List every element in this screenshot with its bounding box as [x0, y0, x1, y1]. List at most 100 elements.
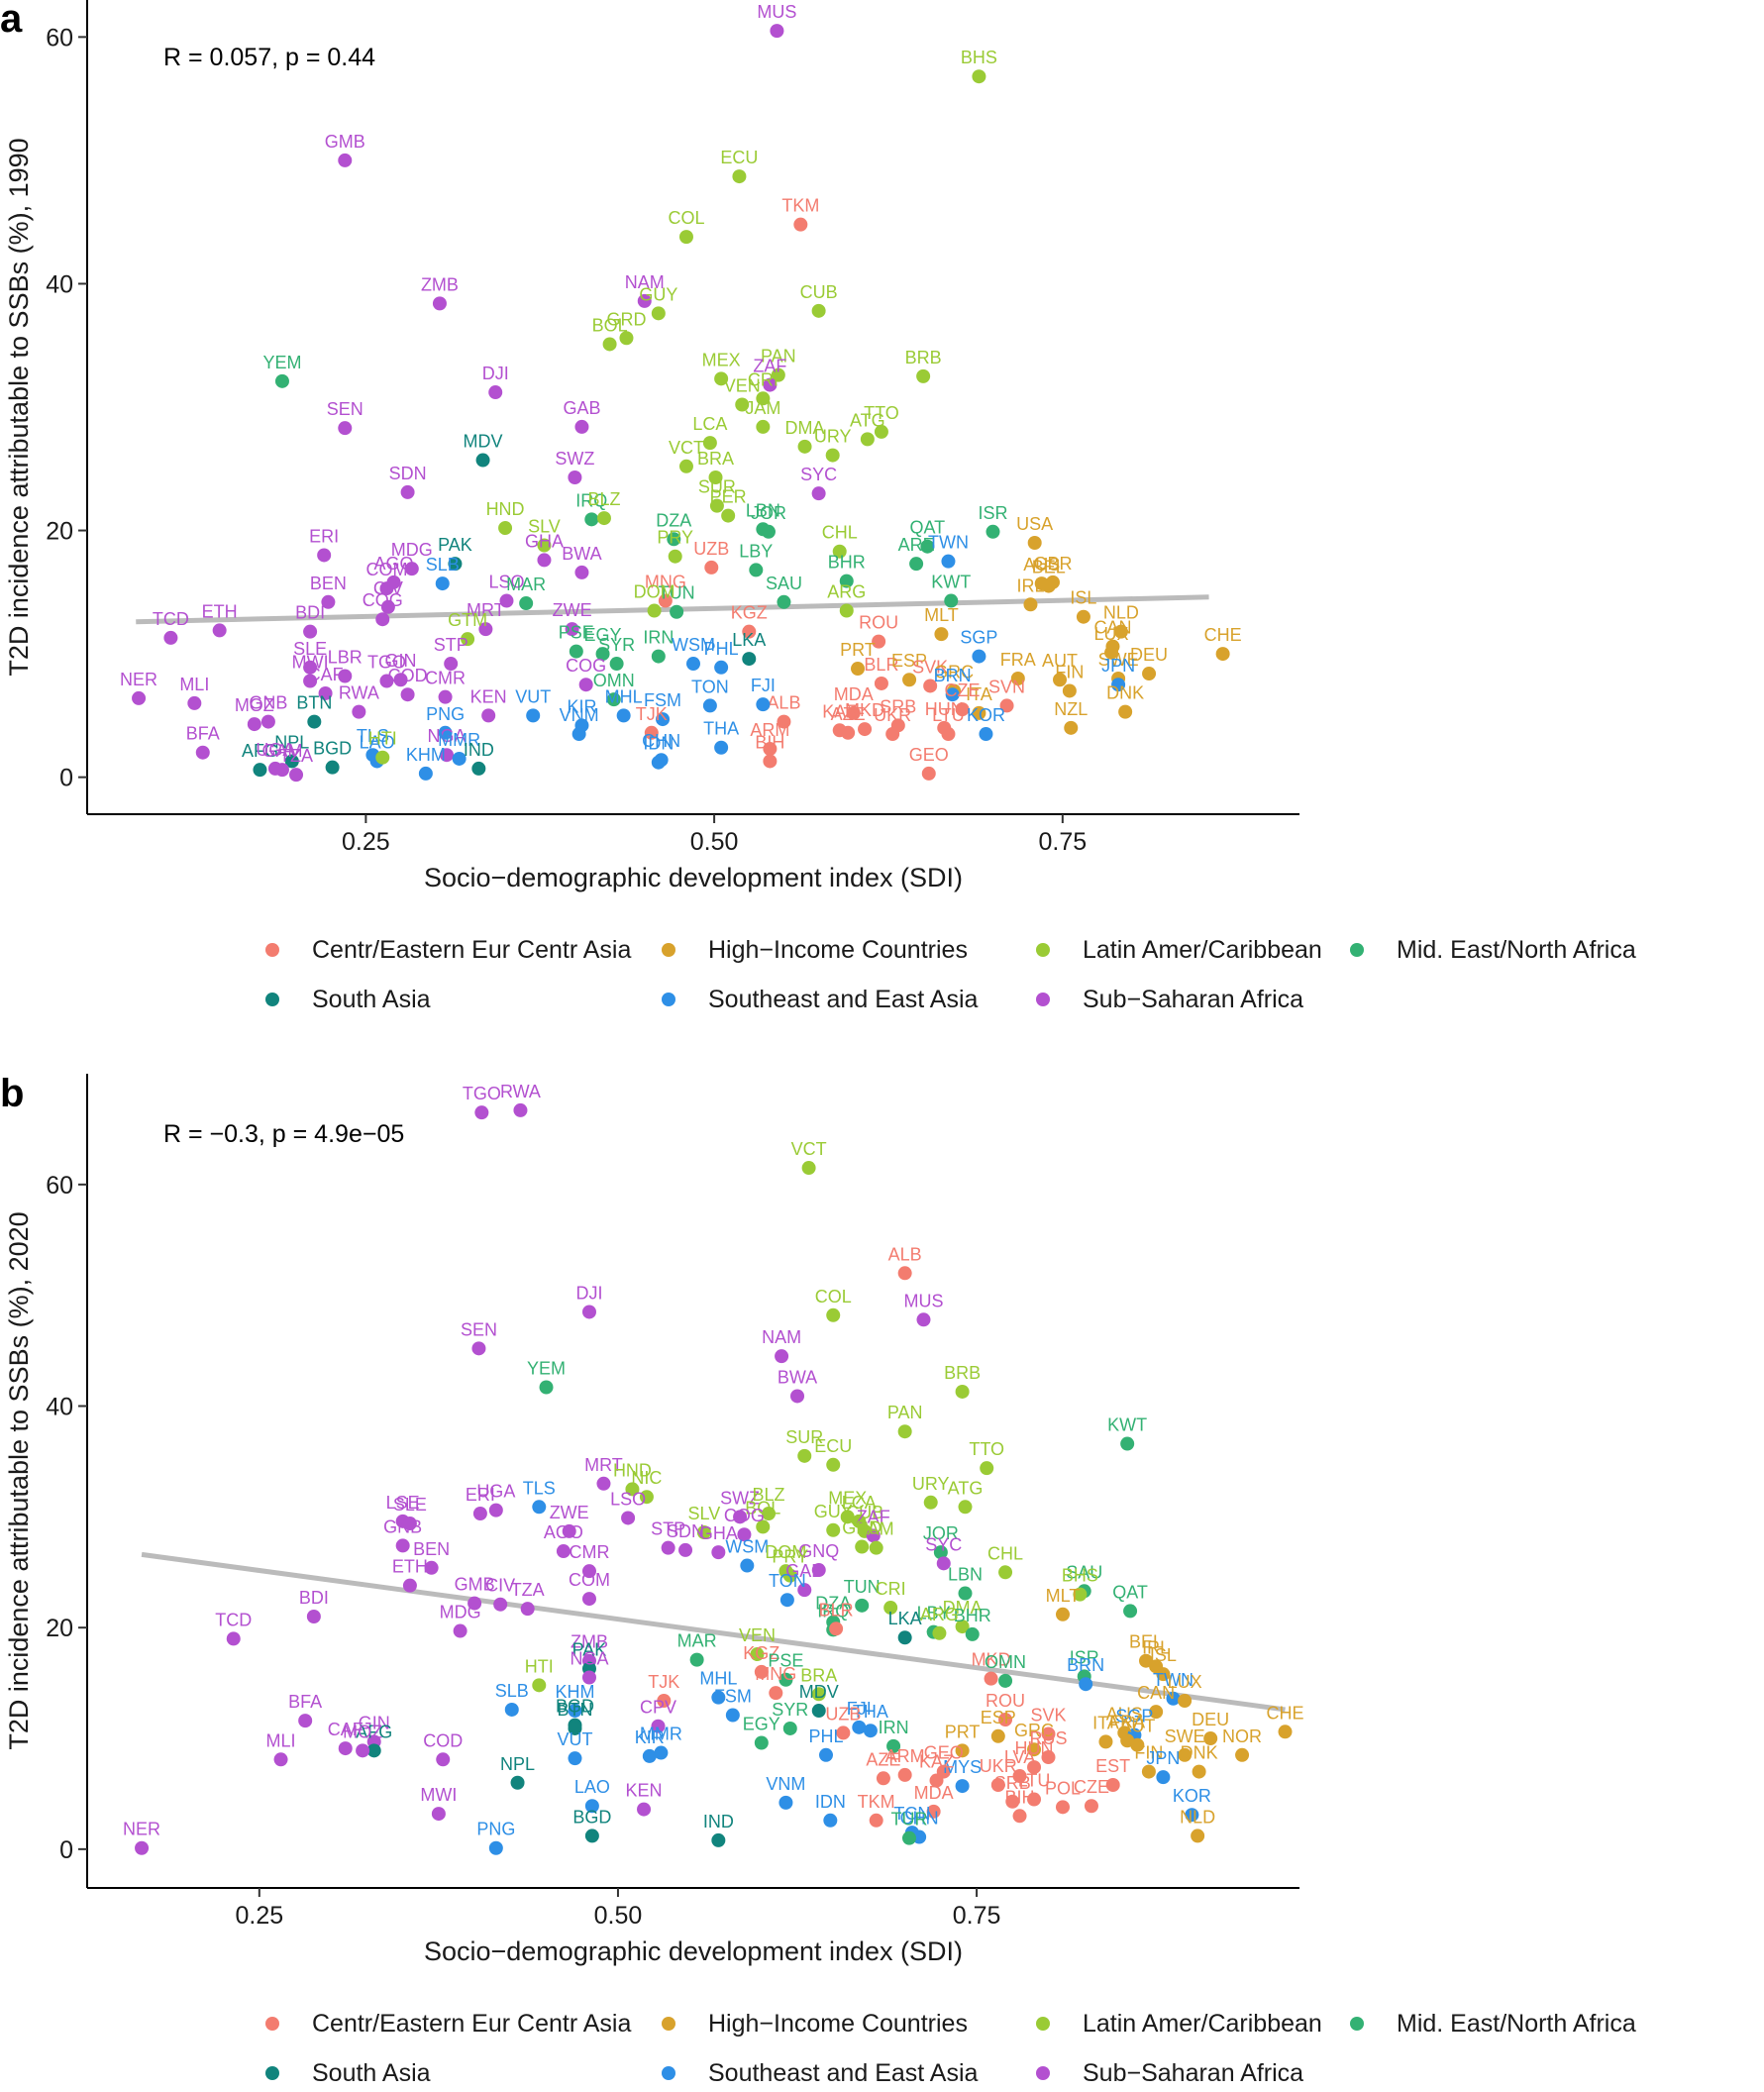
point-label: LUX	[1094, 624, 1129, 644]
point-label: BIH	[755, 732, 784, 752]
point-label: UKR	[874, 705, 911, 725]
point-label: MEX	[828, 1488, 867, 1508]
point-label: RWA	[339, 683, 379, 703]
panel-a: a 0.25 0.50 0.75 0 20 40 60 Socio−demographic de…	[0, 0, 1299, 892]
point-label: BHS	[1062, 1566, 1098, 1586]
point-label: TON	[691, 677, 729, 696]
point-png	[438, 725, 453, 740]
point-label: LKA	[888, 1609, 922, 1628]
point-cog2	[578, 678, 593, 692]
point-ita	[972, 705, 986, 720]
point-bhs	[972, 69, 986, 84]
correlation-annotation: R = −0.3, p = 4.9e−05	[163, 1120, 404, 1148]
point-syr	[609, 657, 624, 672]
point-label: HTI	[368, 729, 397, 749]
point-label: AUS	[1106, 1704, 1143, 1724]
point-label: ESP	[981, 1708, 1016, 1727]
point-label: GIN	[359, 1713, 390, 1732]
point-twn	[941, 554, 956, 569]
point-swz	[568, 470, 582, 484]
point-alb	[777, 714, 791, 729]
point-afg	[253, 763, 267, 778]
point-label: MKD	[845, 700, 884, 720]
point-ken	[481, 708, 496, 723]
point-label: ARM	[750, 720, 789, 740]
point-kir	[642, 1748, 657, 1763]
point-bhr	[965, 1626, 980, 1641]
point-label: BWA	[562, 544, 601, 564]
point-mda	[846, 705, 861, 720]
legend-label-ceeca: Centr/Eastern Eur Centr Asia	[312, 2010, 631, 2038]
point-label: MDG	[440, 1603, 481, 1622]
point-eri	[472, 1506, 487, 1520]
point-label: NOR	[1222, 1726, 1262, 1746]
point-label: CZE	[1074, 1777, 1109, 1797]
point-label: STP	[434, 635, 468, 655]
point-label: HTI	[525, 1656, 554, 1676]
legend-a: Centr/Eastern Eur Centr Asia High−Income …	[265, 936, 1636, 1013]
point-label: BEN	[310, 574, 347, 593]
point-label: COG	[724, 1506, 765, 1525]
point-rou	[998, 1713, 1013, 1727]
point-label: GNQ	[798, 1541, 839, 1561]
point-label: DNK	[1106, 683, 1144, 703]
y-tick-label: 20	[46, 1615, 73, 1642]
point-can	[1149, 1705, 1164, 1720]
correlation-annotation: R = 0.057, p = 0.44	[163, 44, 375, 71]
point-label: IRL	[1016, 575, 1044, 595]
point-label: ATG	[850, 410, 885, 430]
point-label: SGP	[1115, 1707, 1153, 1726]
legend-swatch-lac	[1036, 2017, 1050, 2031]
point-kaz	[929, 1773, 944, 1788]
point-label: IND	[703, 1812, 734, 1831]
point-label: SLB	[495, 1681, 529, 1701]
point-fsm	[725, 1708, 740, 1723]
point-label: RUS	[1030, 1728, 1068, 1748]
legend-swatch-hi	[662, 943, 675, 957]
point-label: MRT	[584, 1455, 623, 1475]
point-label: BDI	[299, 1588, 329, 1608]
point-vct	[801, 1161, 816, 1176]
point-ukr	[885, 727, 900, 742]
point-label: LBN	[746, 500, 780, 520]
point-sdn	[678, 1542, 693, 1557]
point-prt	[851, 662, 866, 677]
legend-swatch-mena	[1350, 943, 1364, 957]
point-label: COL	[815, 1287, 852, 1307]
point-label: YEM	[262, 353, 301, 372]
point-label: ROU	[986, 1691, 1025, 1711]
point-label: JPN	[1101, 656, 1135, 676]
point-label: COM	[569, 1570, 610, 1590]
x-axis-title: Socio−demographic development index (SDI…	[424, 863, 963, 892]
point-label: GEO	[909, 745, 949, 765]
point-label: ALB	[767, 693, 800, 713]
point-lbn	[958, 1586, 973, 1601]
point-mlt	[1055, 1607, 1070, 1621]
point-label: PRT	[840, 640, 876, 660]
point-label: BRN	[934, 666, 972, 685]
point-label: KWT	[1107, 1415, 1147, 1435]
point-sen	[338, 421, 353, 436]
point-label: BLZ	[587, 489, 620, 509]
point-label: CAN	[1093, 618, 1131, 638]
point-nam	[775, 1349, 789, 1364]
point-label: AGO	[374, 554, 414, 574]
point-label: LBR	[328, 648, 363, 668]
point-mmr	[452, 751, 467, 766]
point-label: AZE	[831, 704, 866, 724]
point-ltu	[941, 727, 956, 742]
point-cmr	[438, 689, 453, 704]
point-label: PAN	[761, 347, 796, 366]
point-nic	[639, 1490, 654, 1505]
point-label: TZA	[279, 746, 313, 766]
point-label: ETH	[392, 1557, 428, 1577]
point-label: MYS	[943, 1757, 982, 1777]
point-label: LBY	[739, 541, 773, 561]
point-pan	[771, 367, 785, 382]
point-eth	[402, 1578, 417, 1593]
y-axis-title: T2D incidence attributable to SSBs (%), …	[4, 138, 34, 676]
point-label: ITA	[966, 684, 992, 704]
point-mwi	[431, 1807, 446, 1822]
point-label: ITA	[1092, 1713, 1119, 1732]
point-label: BRB	[944, 1363, 981, 1383]
